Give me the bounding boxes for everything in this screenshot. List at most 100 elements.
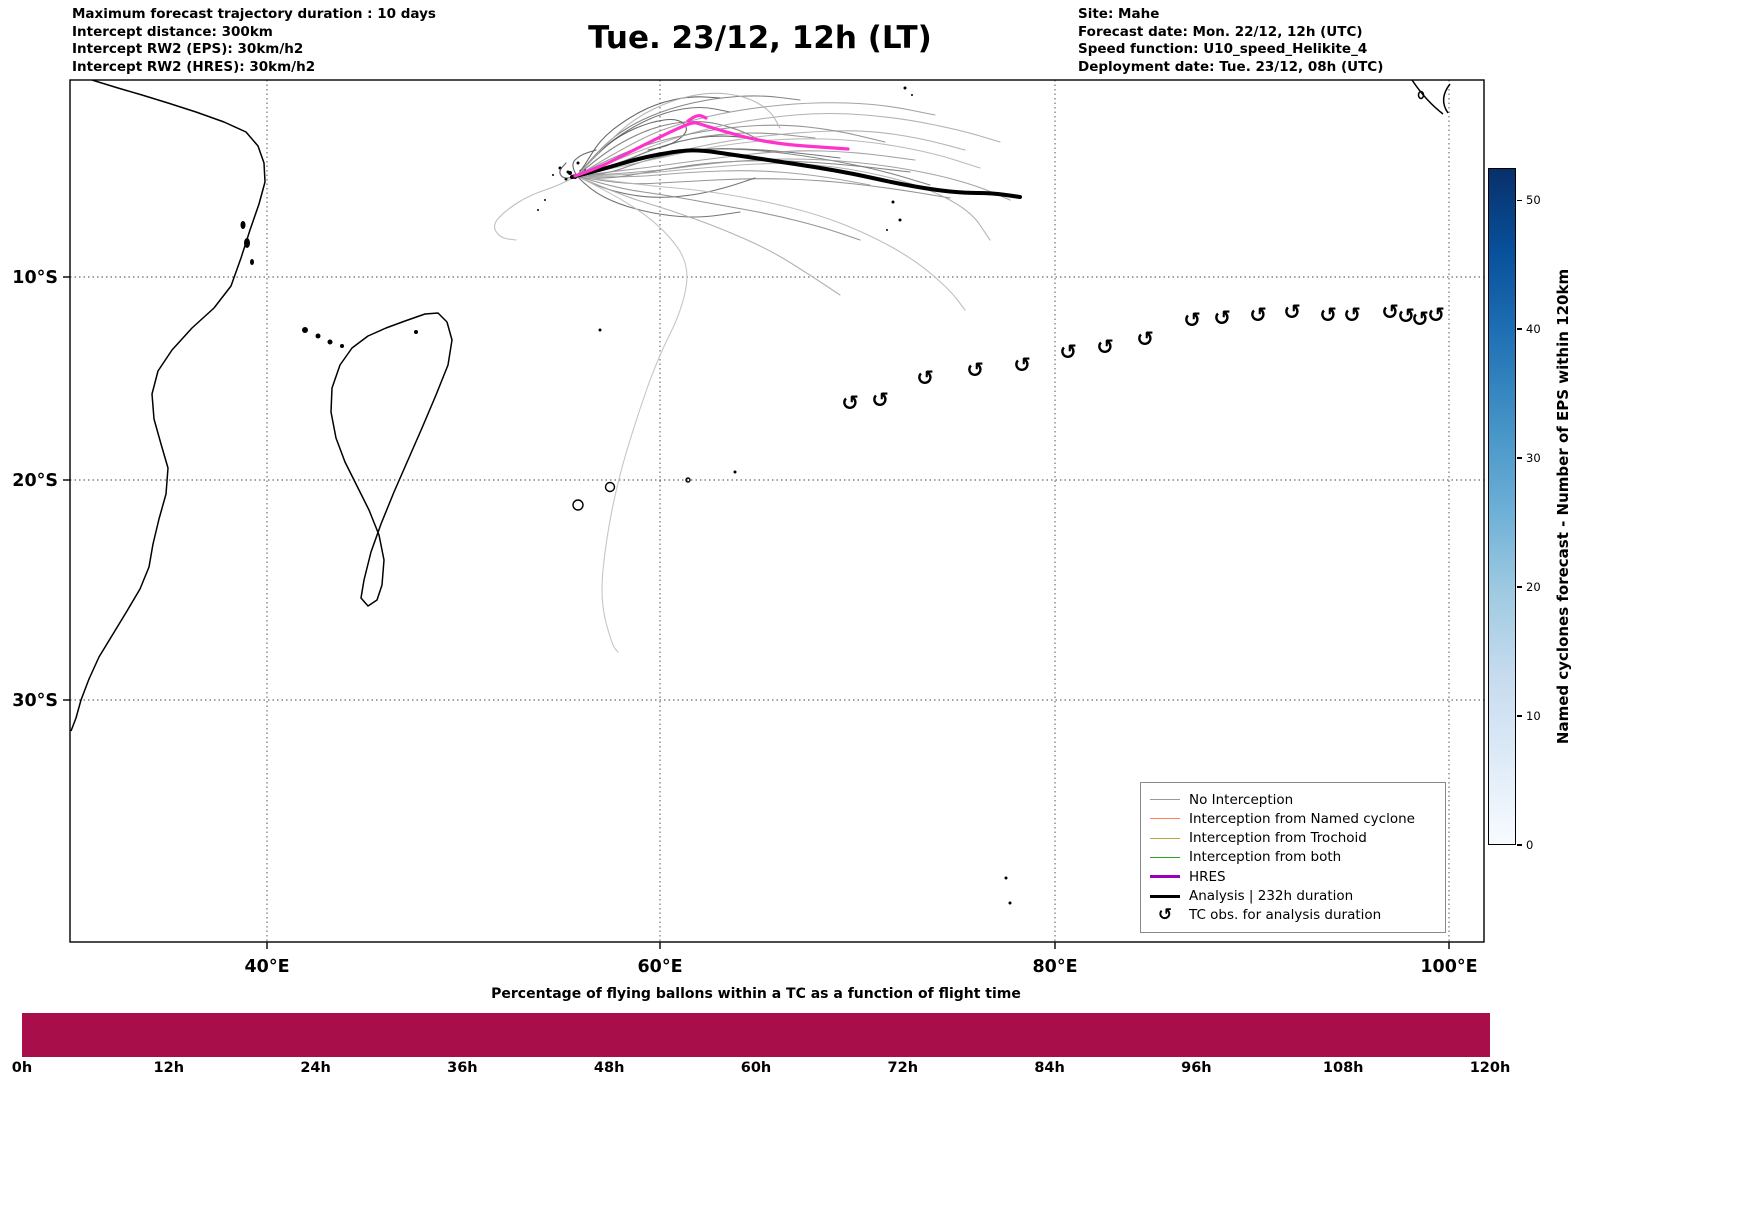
colorbar-tick-mark (1517, 457, 1522, 459)
eps-trajectory (576, 175, 841, 296)
eps-trajectory (493, 175, 578, 241)
legend-line-sample (1150, 837, 1180, 839)
colorbar-tick-mark (1517, 328, 1522, 330)
eps-trajectory (576, 112, 1001, 177)
y-tick-label: 10°S (12, 268, 58, 288)
colorbar-tick-mark (1517, 586, 1522, 588)
eps-trajectory (576, 102, 936, 177)
bottom-chart-tick-label: 72h (887, 1060, 919, 1076)
colorbar-tick-label: 40 (1526, 322, 1541, 337)
intercept-distance-text: Intercept distance: 300km (72, 23, 273, 40)
colorbar-tick-label: 30 (1526, 451, 1541, 466)
eps-trajectory (576, 118, 687, 177)
x-tick-label: 60°E (637, 957, 682, 977)
eps-trajectory (576, 92, 781, 177)
speed-function-text: Speed function: U10_speed_Helikite_4 (1078, 41, 1368, 57)
coastline-layer (70, 80, 1451, 905)
legend-label: TC obs. for analysis duration (1189, 907, 1382, 924)
colorbar-tick-label: 0 (1526, 838, 1534, 852)
max-duration-text: Maximum forecast trajectory duration : 1… (72, 6, 436, 22)
bottom-chart-tick-label: 60h (740, 1060, 772, 1076)
tc-obs-symbol: ↺ (1427, 303, 1445, 327)
tc-obs-symbol: ↺ (1319, 303, 1337, 327)
island-comoros-group (302, 327, 418, 348)
tc-obs-symbol: ↺ (841, 391, 859, 415)
bottom-chart-tick-label: 96h (1181, 1060, 1212, 1076)
legend-line-sample (1150, 875, 1180, 879)
legend-label: No Interception (1189, 791, 1294, 808)
bottom-chart-tick-label: 0h (11, 1060, 33, 1076)
legend-item: Interception from both (1150, 848, 1436, 867)
eps-trajectory (576, 150, 916, 177)
tc-obs-symbol: ↺ (1183, 308, 1201, 332)
eps-trajectory (576, 158, 1011, 201)
tc-obs-symbol: ↺ (1096, 335, 1114, 359)
eps-trajectory (576, 170, 871, 186)
bottom-chart-tick-label: 108h (1322, 1060, 1364, 1076)
y-tick-label: 30°S (12, 691, 58, 711)
tc-obs-symbol: ↺ (1136, 327, 1154, 351)
legend-label: Interception from Named cyclone (1189, 810, 1415, 827)
map-legend: No Interception Interception from Named c… (1140, 782, 1446, 933)
colorbar-tick-label: 10 (1526, 709, 1541, 724)
deployment-date-text: Deployment date: Tue. 23/12, 08h (UTC) (1078, 58, 1384, 75)
colorbar-tick-mark (1517, 715, 1522, 717)
legend-item: Interception from Named cyclone (1150, 809, 1436, 828)
header-left-block: Maximum forecast trajectory duration : 1… (72, 6, 436, 76)
island-chagos-group (886, 86, 913, 231)
intercept-rw2-eps-text: Intercept RW2 (EPS): 30km/h2 (72, 41, 304, 57)
legend-line-sample (1150, 856, 1180, 858)
legend-line-sample (1150, 799, 1180, 800)
legend-line-sample (1150, 818, 1180, 820)
colorbar-tick-mark (1517, 844, 1522, 846)
hres-track-hook (686, 113, 708, 123)
bottom-chart-tick-label: 48h (593, 1060, 625, 1076)
legend-label: Interception from Trochoid (1189, 830, 1367, 847)
header-right-block: Site: Mahe Forecast date: Mon. 22/12, 12… (1078, 6, 1383, 76)
forecast-date-text: Forecast date: Mon. 22/12, 12h (UTC) (1078, 23, 1363, 40)
legend-line-sample (1150, 894, 1180, 898)
intercept-rw2-hres-text: Intercept RW2 (HRES): 30km/h2 (72, 58, 316, 75)
y-tick-label: 20°S (12, 471, 58, 491)
tc-obs-symbol: ↺ (916, 366, 934, 390)
tc-obs-symbol: ↺ (1249, 303, 1267, 327)
legend-item: HRES (1150, 867, 1436, 886)
axis-layer: 40°E 60°E 80°E 100°E 10°S 20°S 30°S (12, 268, 1477, 977)
tc-obs-symbol: ↺ (1013, 353, 1031, 377)
tc-obs-symbol: ↺ (966, 358, 984, 382)
eps-trajectory (576, 175, 688, 653)
bottom-chart-tick-label: 84h (1034, 1060, 1065, 1076)
map-border (69, 79, 1485, 943)
eps-trajectory (572, 149, 597, 177)
x-tick-label: 100°E (1420, 957, 1477, 977)
x-tick-label: 80°E (1032, 957, 1077, 977)
grid-layer (70, 80, 1484, 942)
eps-trajectory (576, 175, 861, 241)
eps-trajectory (576, 138, 981, 177)
island-mascarenes-group (572, 470, 737, 511)
eps-trajectory (576, 148, 931, 186)
tc-obs-symbol: ↺ (1411, 307, 1429, 331)
figure-title: Tue. 23/12, 12h (LT) (588, 20, 932, 56)
legend-label: Analysis | 232h duration (1189, 888, 1354, 905)
tc-percentage-bar (22, 1013, 1490, 1057)
legend-label: HRES (1189, 868, 1226, 885)
legend-item: No Interception (1150, 790, 1436, 809)
analysis-track (570, 148, 1022, 199)
bottom-chart-tick-label: 120h (1469, 1060, 1511, 1076)
legend-label: Interception from both (1189, 849, 1342, 866)
bottom-chart-title: Percentage of flying ballons within a TC… (491, 986, 1021, 1002)
tc-observations-layer: ↺ ↺↺ ↺ ↺↺ ↺ ↺↺ ↺ ↺ ↺ ↺ ↺ ↺↺↺↺ (841, 300, 1445, 415)
colorbar-tick-label: 20 (1526, 580, 1541, 595)
coastline-madagascar (330, 312, 453, 607)
tc-obs-symbol: ↺ (1343, 303, 1361, 327)
eps-trajectory (576, 175, 966, 311)
tc-obs-symbol: ↺ (1381, 300, 1399, 324)
bottom-chart-tick-label: 36h (447, 1060, 478, 1076)
tc-obs-symbol: ↺ (1397, 304, 1415, 328)
legend-item: ↺ TC obs. for analysis duration (1150, 906, 1436, 925)
colorbar-tick-label: 50 (1526, 193, 1541, 208)
eps-trajectory (576, 162, 991, 241)
main-tracks-layer (570, 113, 1022, 199)
